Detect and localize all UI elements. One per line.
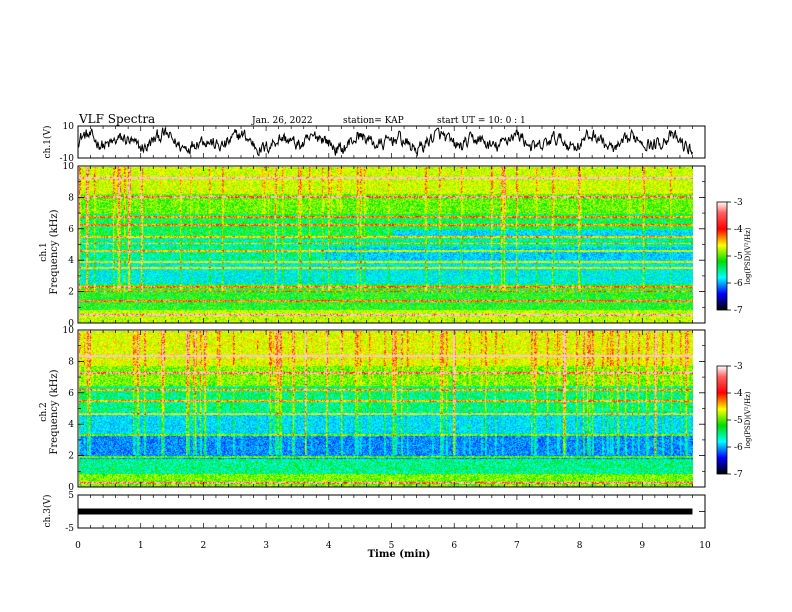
ch2-spectrogram-axes: 0 2 4 6 8 10 ch.2 Frequency (kHz)	[39, 326, 706, 493]
y-tick-label: 10	[63, 162, 75, 172]
y-tick-label: 2	[68, 452, 74, 462]
colorbar-tick-label: -3	[734, 362, 743, 372]
y-tick-label: 10	[63, 326, 75, 336]
y-tick-label: 0	[68, 319, 74, 329]
start-time-label: start UT = 10: 0 : 1	[437, 116, 526, 126]
ch1-y-label: ch.1(V)	[42, 126, 53, 159]
x-tick-label: 5	[389, 541, 395, 551]
x-tick-label: 8	[577, 541, 583, 551]
time-axis: 0 1 2 3 4 5 6 7 8 9 10	[75, 541, 711, 551]
frequency-axis-label: Frequency (kHz)	[49, 209, 60, 294]
y-tick-label: 4	[68, 256, 74, 266]
colorbar-tick-label: -4	[734, 225, 743, 235]
x-tick-label: 9	[639, 541, 645, 551]
ch3-y-label: ch.3(V)	[42, 495, 53, 528]
colorbar-tick-label: -3	[734, 198, 743, 208]
y-tick-label: 6	[68, 225, 74, 235]
x-tick-label: 3	[263, 541, 269, 551]
x-tick-label: 6	[451, 541, 457, 551]
station-label: station= KAP	[343, 116, 404, 126]
figure-title: VLF Spectra	[78, 112, 155, 126]
x-tick-label: 7	[514, 541, 520, 551]
ch1-colorbar-axis: -3 -4 -5 -6 -7 log(PSD)(V²/Hz)	[727, 198, 752, 316]
ch1-spectrogram-image	[79, 167, 693, 323]
y-tick-label: 0	[68, 483, 74, 493]
colorbar-label: log(PSD)(V²/Hz)	[744, 227, 752, 284]
y-tick-label: 2	[68, 288, 74, 298]
colorbar-tick-label: -5	[734, 416, 743, 426]
ch3-waveform-panel: 5 -5 ch.3(V)	[42, 491, 706, 534]
frequency-axis-label: Frequency (kHz)	[49, 369, 60, 454]
x-tick-label: 4	[326, 541, 332, 551]
colorbar-tick-label: -6	[734, 443, 743, 453]
x-tick-label: 10	[699, 541, 711, 551]
ch2-colorbar	[716, 365, 728, 475]
colorbar-tick-label: -5	[734, 252, 743, 262]
colorbar-tick-label: -7	[734, 470, 743, 480]
y-tick-label: 5	[68, 491, 74, 501]
ch1-waveform-panel: 10 -10 ch.1(V)	[42, 122, 706, 164]
ch3-signal-line	[78, 508, 693, 515]
y-tick-label: -10	[60, 154, 75, 164]
colorbar-tick-label: -4	[734, 389, 743, 399]
ch1-waveform-line	[77, 127, 693, 157]
x-axis-label: Time (min)	[368, 549, 431, 560]
channel-label: ch.1	[39, 242, 49, 261]
ch1-spectrogram-axes: 0 2 4 6 8 10 ch.1 Frequency (kHz)	[39, 162, 706, 329]
y-tick-label: 10	[63, 122, 75, 132]
colorbar-tick-label: -7	[734, 306, 743, 316]
ch1-colorbar	[716, 201, 728, 311]
colorbar-label: log(PSD)(V²/Hz)	[744, 391, 752, 448]
channel-label: ch.2	[39, 402, 49, 421]
x-tick-label: 1	[138, 541, 144, 551]
colorbar-tick-label: -6	[734, 279, 743, 289]
date-label: Jan. 26, 2022	[251, 116, 313, 126]
y-tick-label: 8	[68, 193, 74, 203]
y-tick-label: 8	[68, 357, 74, 367]
ch2-colorbar-axis: -3 -4 -5 -6 -7 log(PSD)(V²/Hz)	[727, 362, 752, 480]
ch2-spectrogram-image	[79, 331, 693, 487]
y-tick-label: -5	[65, 524, 74, 534]
x-tick-label: 2	[201, 541, 207, 551]
y-tick-label: 6	[68, 389, 74, 399]
y-tick-label: 4	[68, 420, 74, 430]
x-tick-label: 0	[75, 541, 81, 551]
